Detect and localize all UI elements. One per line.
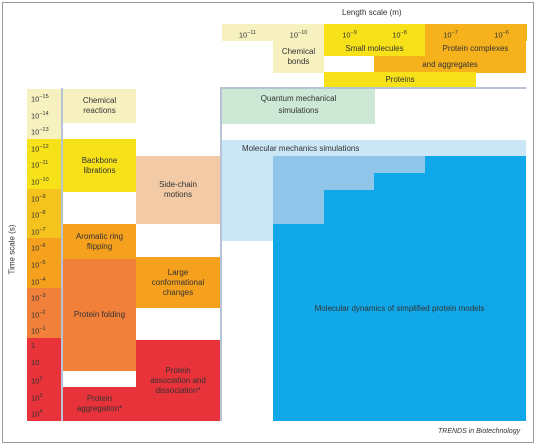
time-tick-cell — [27, 371, 61, 389]
time-tick-cell — [27, 105, 61, 123]
time-tick-label: 10−3 — [31, 293, 46, 303]
time-tick-label: 10−1 — [31, 326, 46, 336]
length-tick-label: 10−10 — [289, 30, 308, 40]
length-tick-cell — [425, 24, 476, 41]
time-tick-label: 10−10 — [31, 177, 49, 187]
process-aromatic-ring-flipping: Aromatic ring flipping — [63, 224, 136, 259]
time-tick-cell — [27, 138, 61, 156]
time-tick-cell — [27, 387, 61, 405]
time-tick-label: 10−12 — [31, 143, 49, 154]
process-protein-folding: Protein folding — [63, 259, 136, 371]
length-tick-cell — [476, 24, 527, 41]
length-tick-label: 10−11 — [238, 30, 257, 40]
process-protein-complexes: Protein complexes — [425, 41, 526, 56]
time-tick-cell — [27, 354, 61, 372]
top-divider — [220, 87, 526, 89]
time-tick-label: 10−2 — [31, 309, 46, 320]
time-tick-label: 104 — [31, 409, 43, 419]
process-protein-aggregation: Protein aggregation* — [63, 387, 136, 421]
time-tick-label: 10−9 — [31, 193, 46, 204]
md-step — [273, 190, 324, 224]
time-tick-label: 10−7 — [31, 226, 46, 237]
length-tick-label: 10−8 — [392, 30, 407, 40]
time-tick-cell — [27, 288, 61, 306]
process-side-chain-motions: Side-chain motions — [136, 156, 220, 224]
md-step — [273, 156, 425, 173]
time-tick-label: 1 — [31, 341, 36, 350]
time-tick-cell — [27, 321, 61, 339]
simulation-divider — [220, 88, 222, 421]
time-tick-label: 10−11 — [31, 160, 49, 170]
source-credit: TRENDS in Biotechnology — [438, 428, 521, 435]
time-tick-label: 10−8 — [31, 210, 46, 220]
time-tick-label: 10−14 — [31, 110, 49, 121]
time-axis-divider — [61, 88, 63, 421]
time-tick-cell — [27, 122, 61, 140]
time-tick-cell — [27, 89, 61, 107]
time-tick-cell — [27, 188, 61, 206]
process-proteins: Proteins — [324, 72, 476, 88]
time-axis-title: Time scale (s) — [7, 224, 17, 275]
time-tick-label: 103 — [31, 392, 43, 403]
length-tick-label: 10−9 — [342, 30, 357, 40]
time-tick-label: 10−6 — [31, 243, 46, 253]
process-protein-association: Protein association and dissociation* — [136, 340, 220, 421]
time-tick-cell — [27, 205, 61, 223]
process-chemical-bonds: Chemical bonds — [273, 41, 324, 73]
length-tick-cell — [374, 24, 425, 41]
time-tick-cell — [27, 404, 61, 422]
time-tick-label: 10−4 — [31, 276, 46, 287]
length-tick-label: 10−7 — [443, 30, 458, 40]
time-tick-cell — [27, 255, 61, 273]
time-tick-label: 10−5 — [31, 260, 46, 270]
time-tick-cell — [27, 172, 61, 190]
process-small-molecules: Small molecules — [324, 41, 425, 56]
length-tick-cell — [222, 24, 273, 41]
time-tick-cell — [27, 271, 61, 289]
time-tick-cell — [27, 338, 61, 356]
length-tick-cell — [324, 24, 375, 41]
process-large-conformational-changes: Large conformational changes — [136, 257, 220, 308]
process-chemical-reactions: Chemical reactions — [63, 89, 136, 123]
time-tick-label: 102 — [31, 376, 43, 386]
time-tick-label: 10 — [31, 357, 40, 367]
time-tick-cell — [27, 155, 61, 173]
simulation-quantum-mechanical: Quantum mechanical simulations — [222, 89, 375, 124]
process-and-aggregates: and aggregates — [374, 56, 526, 73]
length-tick-cell — [273, 24, 324, 41]
time-tick-cell — [27, 221, 61, 239]
length-axis-title: Length scale (m) — [342, 8, 402, 17]
md-step — [273, 173, 374, 190]
time-tick-label: 10−13 — [31, 127, 49, 137]
time-tick-label: 10−15 — [31, 94, 49, 104]
length-tick-label: 10−6 — [494, 30, 509, 40]
time-tick-cell — [27, 238, 61, 256]
time-tick-cell — [27, 304, 61, 322]
process-backbone-librations: Backbone librations — [63, 139, 136, 192]
